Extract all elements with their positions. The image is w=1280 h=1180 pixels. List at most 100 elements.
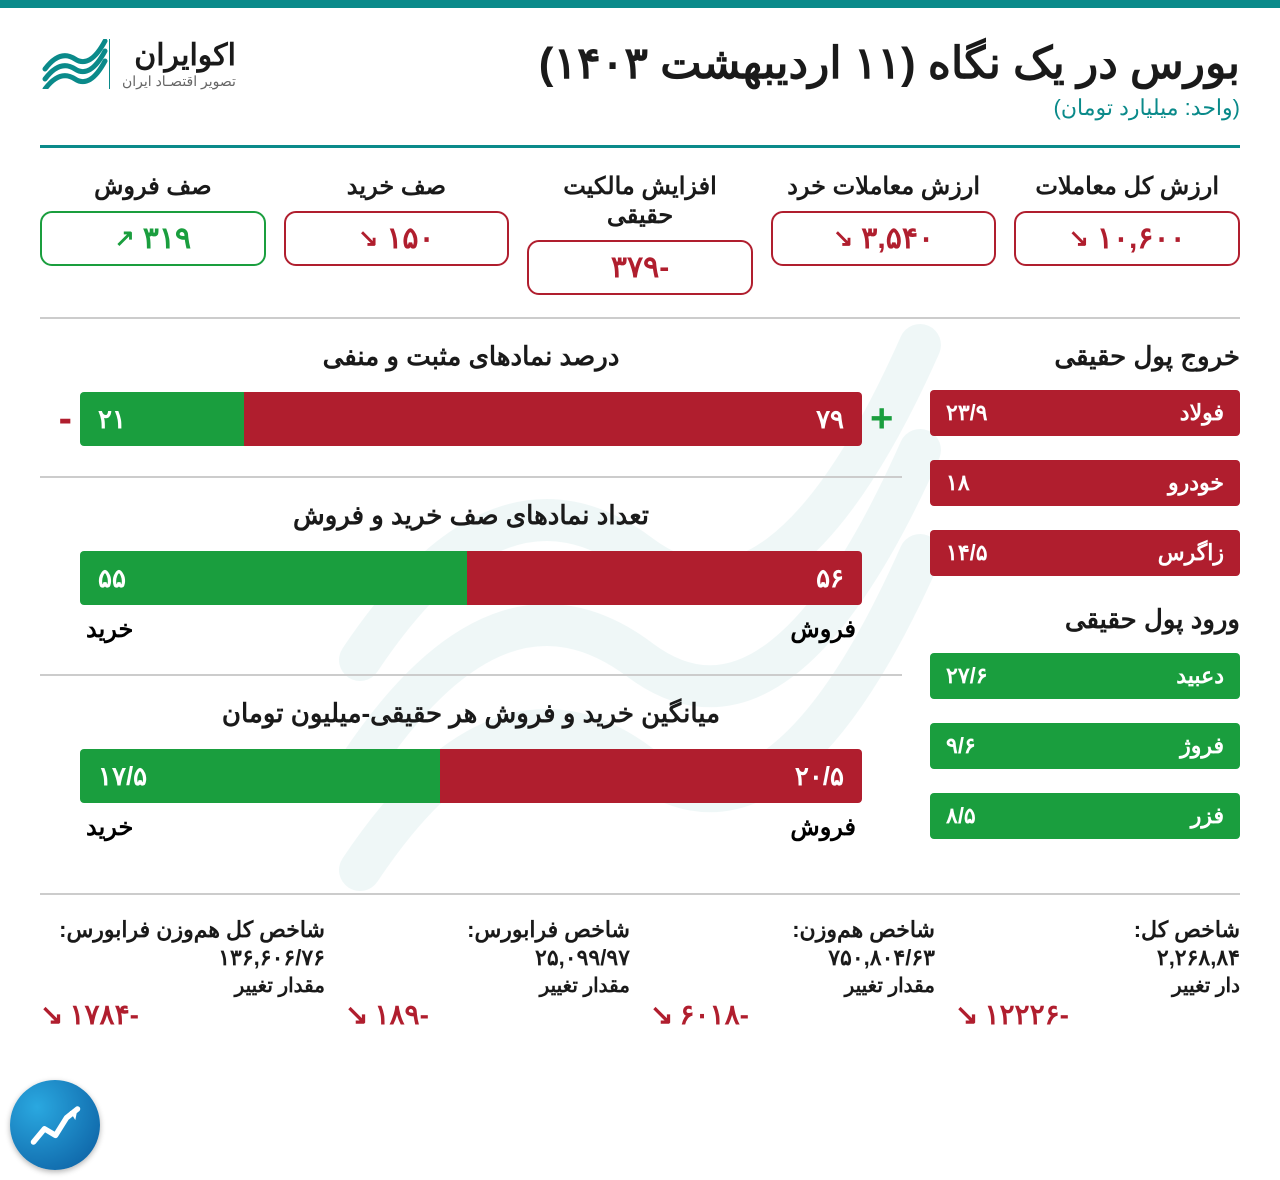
down-arrow-icon: ↘ xyxy=(650,998,673,1031)
index-card: شاخص کل هم‌وزن فرابورس: ۱۳۶,۶۰۶/۷۶ مقدار… xyxy=(40,917,325,1031)
index-change-label: مقدار تغییر xyxy=(40,973,325,998)
index-change-label: مقدار تغییر xyxy=(650,973,935,998)
metric-label: ارزش کل معاملات xyxy=(1014,172,1240,201)
down-arrow-icon: ↘ xyxy=(40,998,63,1031)
count-buy-label: خرید xyxy=(86,615,133,644)
outflow-item-value: ۱۸ xyxy=(946,470,970,496)
inflow-item: فروژ ۹/۶ xyxy=(930,723,1240,769)
avg-sell-label: فروش xyxy=(790,813,856,842)
indices-row: شاخص کل: ۲,۲۶۸,۸۴ دار تغییر -۱۲۲۲۶ ↘ شاخ… xyxy=(40,917,1240,1031)
index-name: شاخص هم‌وزن: xyxy=(650,917,935,943)
count-chart-title: تعداد نمادهای صف خرید و فروش xyxy=(40,500,902,531)
avg-buy-label: خرید xyxy=(86,813,133,842)
divider xyxy=(40,893,1240,895)
avg-sell-segment: ۲۰/۵ xyxy=(440,749,862,803)
metric-value: -۳۷۹ xyxy=(611,250,669,285)
outflow-item-value: ۱۴/۵ xyxy=(946,540,988,566)
metrics-row: ارزش کل معاملات ۱۰,۶۰۰ ↘ ارزش معاملات خرد… xyxy=(40,172,1240,295)
count-sell-segment: ۵۶ xyxy=(467,551,862,605)
metric-value-box: ۳۱۹ ↗ xyxy=(40,211,266,266)
count-buy-segment: ۵۵ xyxy=(80,551,467,605)
inflow-item-name: دعبید xyxy=(1176,663,1224,689)
metric-value-box: ۱۰,۶۰۰ ↘ xyxy=(1014,211,1240,266)
inflow-item-value: ۹/۶ xyxy=(946,733,976,759)
outflow-item-value: ۲۳/۹ xyxy=(946,400,988,426)
metric-value-box: -۳۷۹ xyxy=(527,240,753,295)
metric-value: ۱۰,۶۰۰ xyxy=(1097,221,1186,256)
down-arrow-icon: ↘ xyxy=(955,998,978,1031)
page-subtitle: (واحد: میلیارد تومان) xyxy=(539,95,1240,121)
inflow-list: دعبید ۲۷/۶ فروژ ۹/۶ فزر ۸/۵ xyxy=(930,653,1240,839)
divider xyxy=(40,145,1240,148)
down-arrow-icon: ↘ xyxy=(345,998,368,1031)
index-name: شاخص کل: xyxy=(955,917,1240,943)
outflow-title: خروج پول حقیقی xyxy=(930,341,1240,372)
outflow-item-name: خودرو xyxy=(1168,470,1224,496)
metric-card: افزایش مالکیت حقیقی -۳۷۹ xyxy=(527,172,753,295)
top-accent-bar xyxy=(0,0,1280,8)
inflow-item-value: ۲۷/۶ xyxy=(946,663,988,689)
count-split-bar: ۵۶ ۵۵ xyxy=(80,551,862,605)
index-change-value: -۱۲۲۲۶ xyxy=(984,998,1069,1031)
trend-arrow-icon: ↗ xyxy=(115,224,135,253)
divider xyxy=(40,476,902,478)
logo-name: اکوایران xyxy=(122,38,236,73)
index-card: شاخص کل: ۲,۲۶۸,۸۴ دار تغییر -۱۲۲۲۶ ↘ xyxy=(955,917,1240,1031)
avg-chart-title: میانگین خرید و فروش هر حقیقی-میلیون توما… xyxy=(40,698,902,729)
divider xyxy=(40,674,902,676)
metric-value: ۳۱۹ xyxy=(143,221,191,256)
index-change-value: -۱۸۹ xyxy=(374,998,428,1031)
logo-icon xyxy=(40,39,110,89)
count-sell-label: فروش xyxy=(790,615,856,644)
pct-positive-segment: ۲۱ xyxy=(80,392,244,446)
metric-label: ارزش معاملات خرد xyxy=(771,172,997,201)
metric-value: ۱۵۰ xyxy=(386,221,434,256)
trend-arrow-icon: ↘ xyxy=(1069,224,1089,253)
metric-label: صف فروش xyxy=(40,172,266,201)
index-name: شاخص کل هم‌وزن فرابورس: xyxy=(40,917,325,943)
index-value: ۷۵۰,۸۰۴/۶۳ xyxy=(650,945,935,971)
avg-split-bar: ۲۰/۵ ۱۷/۵ xyxy=(80,749,862,803)
index-change: -۱۷۸۴ ↘ xyxy=(40,998,325,1031)
outflow-item: فولاد ۲۳/۹ xyxy=(930,390,1240,436)
outflow-item-name: فولاد xyxy=(1180,400,1224,426)
index-change-value: -۶۰۱۸ xyxy=(679,998,748,1031)
index-change-label: دار تغییر xyxy=(955,973,1240,998)
metric-value-box: ۱۵۰↘ xyxy=(284,211,510,266)
outflow-item-name: زاگرس xyxy=(1158,540,1224,566)
brand-logo: اکوایران تصویر اقتصـاد ایران xyxy=(40,38,236,90)
outflow-item: زاگرس ۱۴/۵ xyxy=(930,530,1240,576)
inflow-item-value: ۸/۵ xyxy=(946,803,976,829)
inflow-title: ورود پول حقیقی xyxy=(930,604,1240,635)
metric-card: صف خرید ۱۵۰↘ xyxy=(284,172,510,295)
metric-value-box: ۳,۵۴۰ ↘ xyxy=(771,211,997,266)
inflow-item-name: فروژ xyxy=(1180,733,1224,759)
metric-label: افزایش مالکیت حقیقی xyxy=(527,172,753,230)
avg-buy-segment: ۱۷/۵ xyxy=(80,749,440,803)
index-change: -۱۸۹ ↘ xyxy=(345,998,630,1031)
header: بورس در یک نگاه (۱۱ اردیبهشت ۱۴۰۳) (واحد… xyxy=(40,8,1240,141)
index-change: -۶۰۱۸ ↘ xyxy=(650,998,935,1031)
pct-negative-segment: ۷۹ xyxy=(244,392,862,446)
pct-chart-title: درصد نمادهای مثبت و منفی xyxy=(40,341,902,372)
corner-badge-icon xyxy=(10,1080,100,1170)
metric-card: ارزش معاملات خرد ۳,۵۴۰ ↘ xyxy=(771,172,997,295)
index-change: -۱۲۲۲۶ ↘ xyxy=(955,998,1240,1031)
page-title: بورس در یک نگاه (۱۱ اردیبهشت ۱۴۰۳) xyxy=(539,38,1240,89)
divider xyxy=(40,317,1240,319)
inflow-item-name: فزر xyxy=(1191,803,1224,829)
inflow-item: فزر ۸/۵ xyxy=(930,793,1240,839)
index-value: ۲۵,۰۹۹/۹۷ xyxy=(345,945,630,971)
metric-value: ۳,۵۴۰ xyxy=(861,221,934,256)
inflow-item: دعبید ۲۷/۶ xyxy=(930,653,1240,699)
index-change-label: مقدار تغییر xyxy=(345,973,630,998)
metric-card: ارزش کل معاملات ۱۰,۶۰۰ ↘ xyxy=(1014,172,1240,295)
index-value: ۲,۲۶۸,۸۴ xyxy=(955,945,1240,971)
metric-label: صف خرید xyxy=(284,172,510,201)
outflow-list: فولاد ۲۳/۹ خودرو ۱۸ زاگرس ۱۴/۵ xyxy=(930,390,1240,576)
trend-arrow-icon: ↘ xyxy=(833,224,853,253)
plus-sign: + xyxy=(870,397,893,442)
index-card: شاخص فرابورس: ۲۵,۰۹۹/۹۷ مقدار تغییر -۱۸۹… xyxy=(345,917,630,1031)
outflow-item: خودرو ۱۸ xyxy=(930,460,1240,506)
index-value: ۱۳۶,۶۰۶/۷۶ xyxy=(40,945,325,971)
